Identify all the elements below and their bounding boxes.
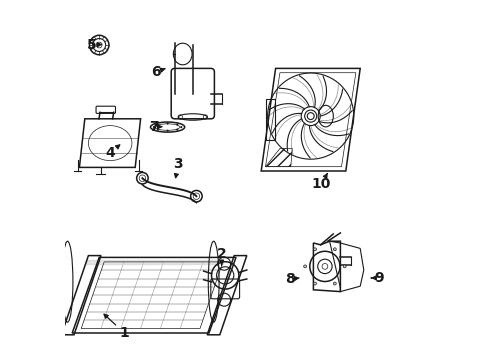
Circle shape xyxy=(167,130,169,132)
Circle shape xyxy=(157,129,159,131)
Text: 3: 3 xyxy=(173,157,183,178)
Circle shape xyxy=(343,265,346,268)
Text: 4: 4 xyxy=(105,145,120,160)
Text: 5: 5 xyxy=(87,38,101,52)
Circle shape xyxy=(180,126,182,128)
Circle shape xyxy=(167,122,169,125)
Text: 10: 10 xyxy=(312,174,331,190)
Circle shape xyxy=(153,126,155,128)
Circle shape xyxy=(314,248,317,251)
Circle shape xyxy=(314,282,317,285)
Circle shape xyxy=(333,282,336,285)
Text: 7: 7 xyxy=(149,120,162,134)
Circle shape xyxy=(176,129,178,131)
Circle shape xyxy=(176,123,178,126)
Text: 6: 6 xyxy=(151,65,165,79)
Circle shape xyxy=(157,123,159,126)
Circle shape xyxy=(304,265,307,268)
Text: 8: 8 xyxy=(285,272,299,286)
Text: 2: 2 xyxy=(217,247,226,265)
Text: 1: 1 xyxy=(104,314,129,340)
Text: 9: 9 xyxy=(371,271,384,285)
Circle shape xyxy=(333,248,336,251)
